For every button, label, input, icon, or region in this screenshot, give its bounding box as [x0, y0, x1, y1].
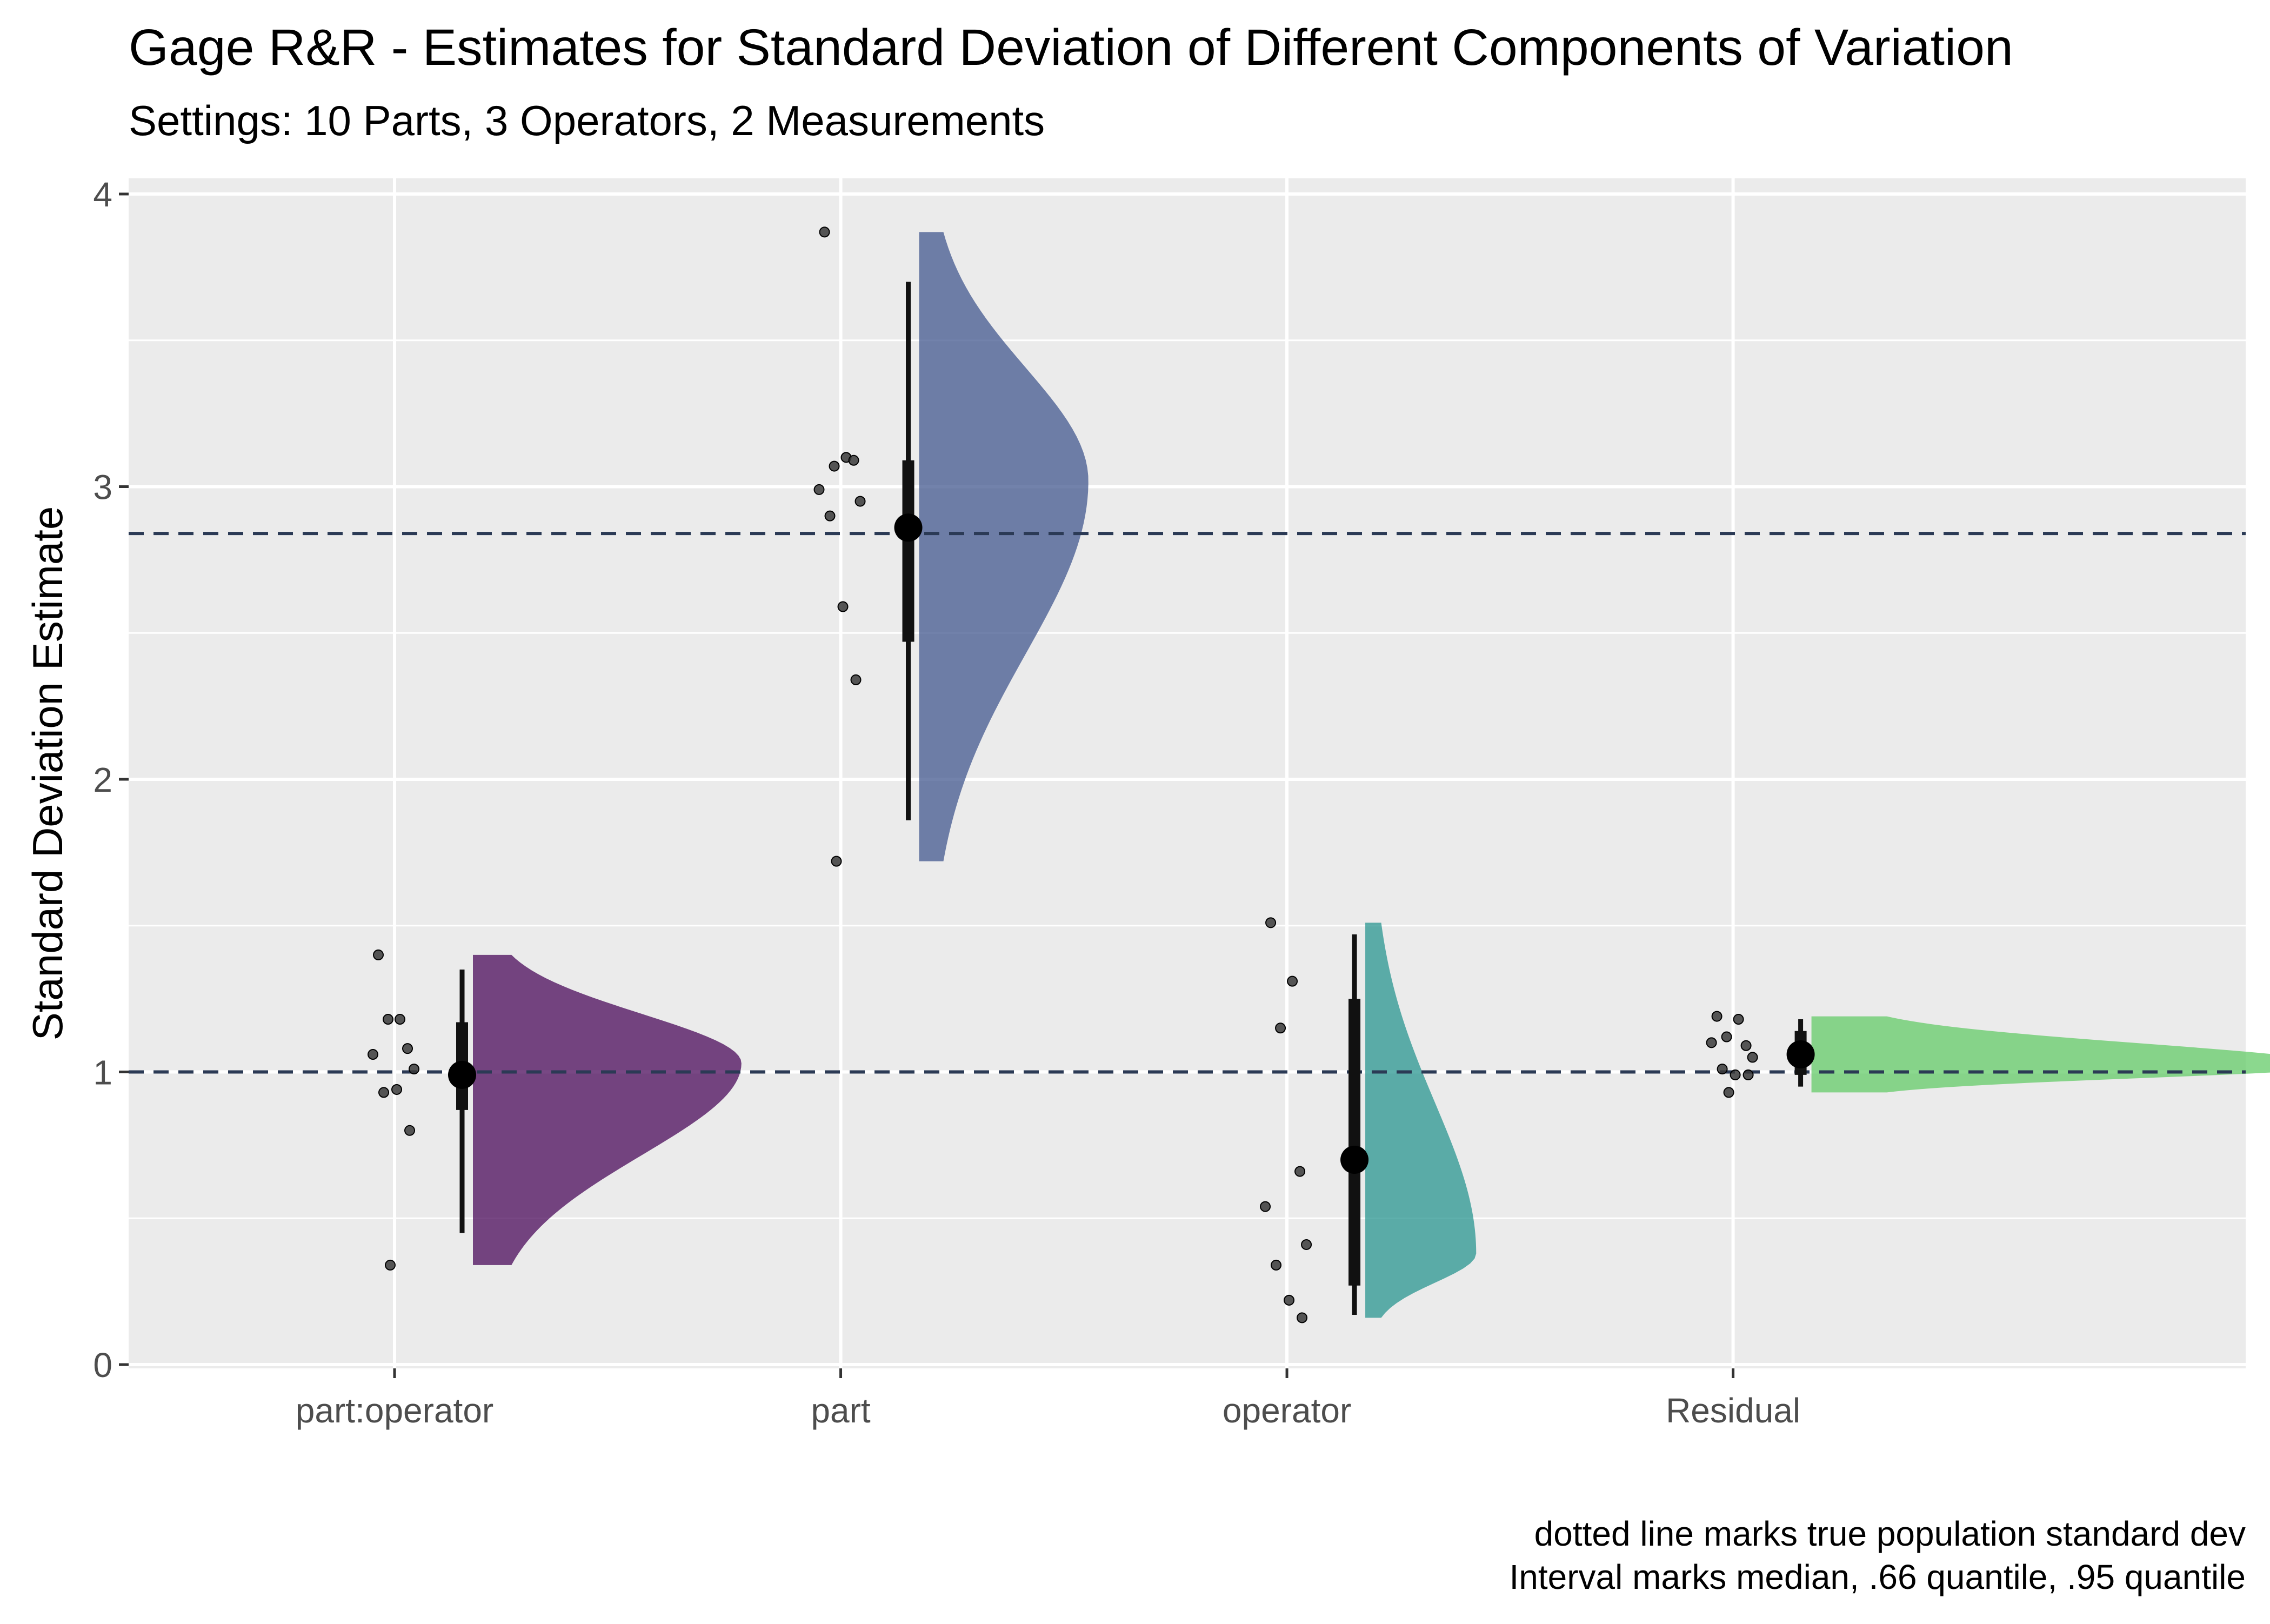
chart-title: Gage R&R - Estimates for Standard Deviat…: [129, 19, 2013, 76]
data-point: [1275, 1022, 1286, 1034]
median-point: [1786, 1040, 1815, 1069]
data-point: [831, 856, 842, 867]
data-point: [373, 949, 384, 960]
data-point: [383, 1014, 393, 1025]
data-point: [1297, 1312, 1308, 1324]
data-point: [1287, 975, 1298, 987]
data-point: [1711, 1011, 1722, 1022]
chart-subtitle: Settings: 10 Parts, 3 Operators, 2 Measu…: [129, 97, 1045, 144]
data-point: [1301, 1239, 1312, 1250]
data-point: [854, 496, 866, 507]
median-point: [448, 1060, 476, 1089]
data-point: [1740, 1040, 1752, 1051]
data-point: [402, 1043, 413, 1054]
data-point: [1721, 1031, 1732, 1042]
data-point: [368, 1049, 378, 1060]
y-axis-label: Standard Deviation Estimate: [24, 506, 71, 1041]
caption-line-1: dotted line marks true population standa…: [1534, 1514, 2246, 1553]
y-tick-label: 4: [93, 175, 112, 214]
y-tick-label: 1: [93, 1053, 112, 1092]
data-point: [813, 484, 825, 495]
data-point: [824, 510, 836, 522]
data-point: [1730, 1069, 1741, 1080]
y-tick-label: 3: [93, 468, 112, 507]
x-tick-label: part:operator: [296, 1391, 493, 1430]
data-point: [1723, 1087, 1734, 1098]
data-point: [378, 1087, 389, 1098]
plot-panel: [129, 178, 2246, 1368]
data-point: [385, 1259, 396, 1271]
data-point: [1260, 1201, 1271, 1212]
data-point: [404, 1125, 415, 1136]
data-point: [395, 1014, 405, 1025]
data-point: [1717, 1064, 1728, 1075]
median-point: [894, 513, 923, 542]
data-point: [1742, 1069, 1754, 1080]
data-point: [837, 601, 849, 612]
data-point: [819, 226, 830, 238]
data-point: [1271, 1259, 1282, 1271]
density-cloud-part: [919, 232, 1089, 861]
density-cloud-partoperator: [473, 954, 742, 1265]
data-point: [848, 455, 859, 466]
plot-area: 0 1 2 3 4 part:operator part operator Residual: [93, 175, 2270, 1430]
data-point: [850, 674, 862, 685]
data-point: [1265, 917, 1277, 928]
data-point: [1706, 1037, 1717, 1048]
density-cloud-operator: [1365, 923, 1477, 1318]
data-point: [1294, 1166, 1306, 1177]
data-point: [409, 1064, 419, 1075]
y-tick-label: 2: [93, 760, 112, 799]
data-point: [829, 460, 840, 472]
data-point: [1733, 1014, 1744, 1025]
median-point: [1340, 1145, 1369, 1174]
data-point: [1284, 1294, 1295, 1306]
y-tick-label: 0: [93, 1346, 112, 1385]
x-tick-label: Residual: [1666, 1391, 1800, 1430]
x-tick-label: operator: [1223, 1391, 1351, 1430]
data-point: [391, 1084, 402, 1095]
x-tick-label: part: [811, 1391, 871, 1430]
data-point: [1747, 1052, 1758, 1063]
caption-line-2: Interval marks median, .66 quantile, .95…: [1509, 1558, 2246, 1596]
